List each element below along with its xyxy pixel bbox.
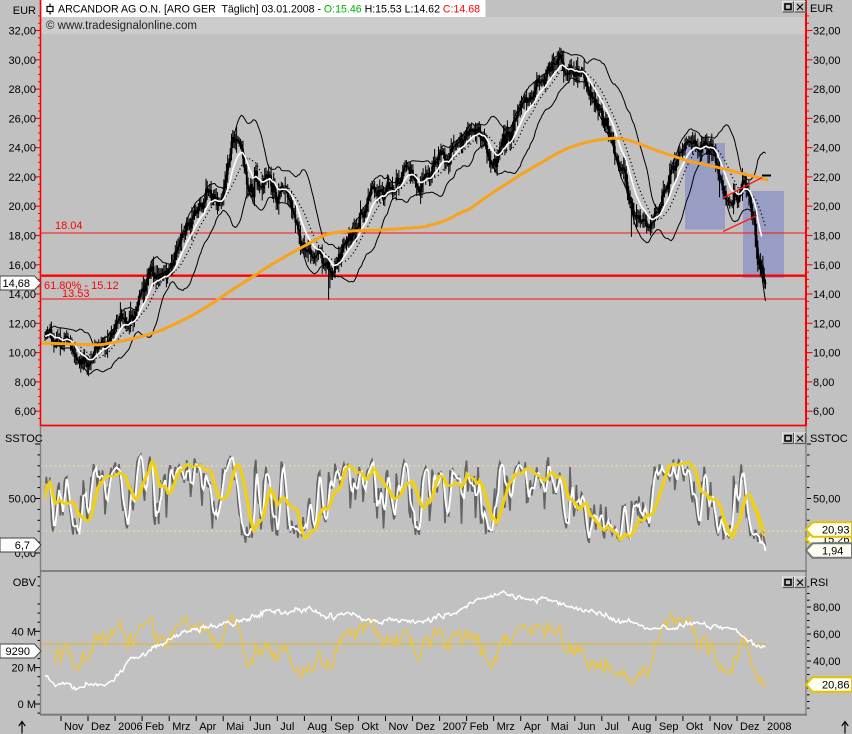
svg-text:18,00: 18,00 bbox=[8, 231, 36, 243]
svg-text:60,00: 60,00 bbox=[813, 629, 841, 641]
svg-text:61.80% - 15.12: 61.80% - 15.12 bbox=[44, 280, 119, 292]
svg-text:Jul: Jul bbox=[280, 721, 294, 733]
svg-text:ARCANDOR AG O.N. [ARO GER Täg: ARCANDOR AG O.N. [ARO GER Täglich] 03.01… bbox=[58, 4, 480, 16]
svg-text:12,00: 12,00 bbox=[813, 318, 841, 330]
svg-text:14,68: 14,68 bbox=[2, 278, 30, 290]
svg-text:Dez: Dez bbox=[740, 721, 760, 733]
svg-text:30,00: 30,00 bbox=[813, 55, 841, 67]
svg-text:© www.tradesignalonline.com: © www.tradesignalonline.com bbox=[46, 20, 197, 32]
svg-text:EUR: EUR bbox=[810, 3, 833, 15]
svg-text:22,00: 22,00 bbox=[8, 172, 36, 184]
svg-text:9290: 9290 bbox=[6, 646, 30, 658]
svg-text:40,00: 40,00 bbox=[813, 656, 841, 668]
svg-text:Dez: Dez bbox=[91, 721, 111, 733]
svg-text:OBV: OBV bbox=[13, 577, 37, 589]
svg-text:6,00: 6,00 bbox=[15, 406, 36, 418]
svg-text:26,00: 26,00 bbox=[8, 113, 36, 125]
svg-text:Okt: Okt bbox=[686, 721, 703, 733]
svg-text:18.04: 18.04 bbox=[55, 220, 83, 232]
svg-text:Apr: Apr bbox=[524, 721, 541, 733]
svg-text:1,94: 1,94 bbox=[822, 546, 843, 558]
svg-text:Aug: Aug bbox=[632, 721, 652, 733]
svg-text:EUR: EUR bbox=[13, 5, 36, 17]
svg-text:14,00: 14,00 bbox=[813, 289, 841, 301]
svg-text:28,00: 28,00 bbox=[8, 84, 36, 96]
svg-text:Mrz: Mrz bbox=[172, 721, 190, 733]
svg-text:6,00: 6,00 bbox=[813, 406, 834, 418]
svg-text:12,00: 12,00 bbox=[8, 318, 36, 330]
svg-text:Mai: Mai bbox=[551, 721, 569, 733]
svg-text:14,00: 14,00 bbox=[8, 289, 36, 301]
svg-text:Mrz: Mrz bbox=[497, 721, 515, 733]
svg-text:6,7: 6,7 bbox=[15, 540, 30, 552]
svg-text:20 M: 20 M bbox=[12, 663, 36, 675]
svg-text:24,00: 24,00 bbox=[8, 143, 36, 155]
svg-text:Nov: Nov bbox=[64, 721, 84, 733]
svg-text:26,00: 26,00 bbox=[813, 113, 841, 125]
svg-text:Feb: Feb bbox=[145, 721, 164, 733]
svg-text:Jul: Jul bbox=[605, 721, 619, 733]
svg-text:Nov: Nov bbox=[389, 721, 409, 733]
svg-text:Feb: Feb bbox=[470, 721, 489, 733]
svg-text:20,93: 20,93 bbox=[822, 525, 850, 537]
svg-text:28,00: 28,00 bbox=[813, 84, 841, 96]
svg-text:13.53: 13.53 bbox=[62, 288, 90, 300]
svg-text:Mai: Mai bbox=[226, 721, 244, 733]
svg-text:24,00: 24,00 bbox=[813, 143, 841, 155]
svg-text:40 M: 40 M bbox=[12, 626, 36, 638]
svg-text:Dez: Dez bbox=[416, 721, 436, 733]
svg-text:8,00: 8,00 bbox=[15, 377, 36, 389]
svg-text:32,00: 32,00 bbox=[8, 26, 36, 38]
svg-text:32,00: 32,00 bbox=[813, 26, 841, 38]
svg-text:16,00: 16,00 bbox=[813, 260, 841, 272]
svg-text:50,00: 50,00 bbox=[8, 494, 36, 506]
svg-text:2008: 2008 bbox=[767, 721, 791, 733]
svg-text:20,00: 20,00 bbox=[8, 201, 36, 213]
svg-text:10,00: 10,00 bbox=[813, 348, 841, 360]
svg-text:Okt: Okt bbox=[361, 721, 378, 733]
svg-text:80,00: 80,00 bbox=[813, 602, 841, 614]
svg-text:16,00: 16,00 bbox=[8, 260, 36, 272]
svg-text:RSI: RSI bbox=[810, 577, 828, 589]
svg-text:Sep: Sep bbox=[334, 721, 354, 733]
svg-text:8,00: 8,00 bbox=[813, 377, 834, 389]
svg-text:2007: 2007 bbox=[443, 721, 467, 733]
svg-text:10,00: 10,00 bbox=[8, 348, 36, 360]
svg-text:20,00: 20,00 bbox=[813, 201, 841, 213]
svg-text:Aug: Aug bbox=[307, 721, 327, 733]
svg-text:SSTOC: SSTOC bbox=[5, 433, 43, 445]
svg-text:20,86: 20,86 bbox=[822, 680, 850, 692]
svg-text:SSTOC: SSTOC bbox=[810, 433, 848, 445]
svg-text:22,00: 22,00 bbox=[813, 172, 841, 184]
svg-text:0 M: 0 M bbox=[18, 699, 36, 711]
svg-text:Apr: Apr bbox=[199, 721, 216, 733]
svg-text:Jun: Jun bbox=[578, 721, 596, 733]
svg-text:Sep: Sep bbox=[659, 721, 679, 733]
svg-text:Nov: Nov bbox=[713, 721, 733, 733]
svg-text:18,00: 18,00 bbox=[813, 231, 841, 243]
svg-text:Jun: Jun bbox=[253, 721, 271, 733]
svg-text:30,00: 30,00 bbox=[8, 55, 36, 67]
svg-text:2006: 2006 bbox=[118, 721, 142, 733]
svg-text:50,00: 50,00 bbox=[813, 494, 841, 506]
